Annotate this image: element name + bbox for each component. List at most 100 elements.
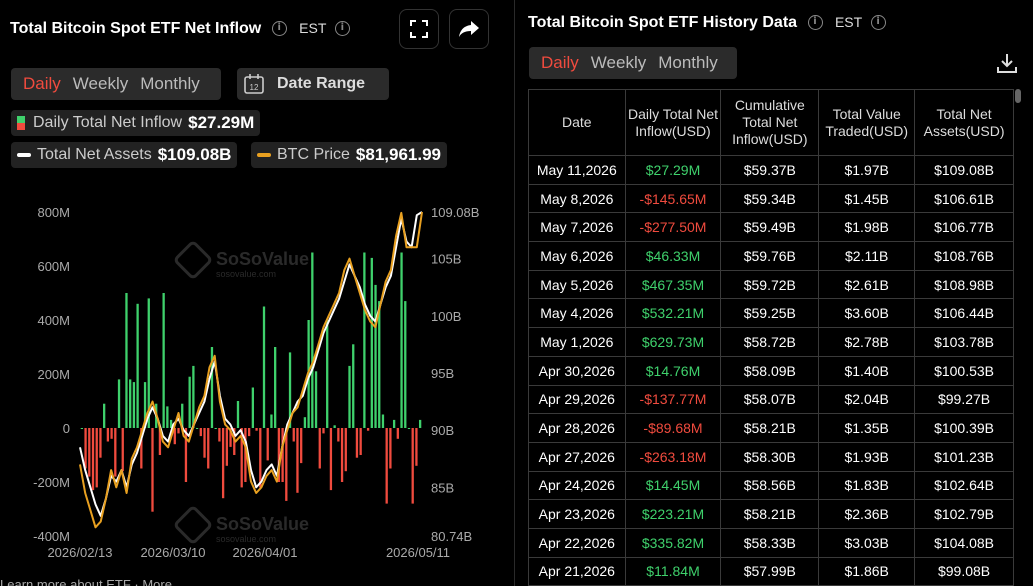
- inflow-bar: [322, 428, 325, 434]
- table-row[interactable]: Apr 22,2026 $335.82M $58.33B $3.03B $104.08B: [528, 527, 1014, 558]
- cell-assets: $106.77B: [914, 212, 1014, 243]
- inflow-bar: [218, 428, 221, 442]
- info-icon[interactable]: i: [807, 15, 823, 31]
- inflow-bar: [359, 428, 362, 455]
- download-button[interactable]: [996, 52, 1018, 79]
- info-icon[interactable]: i: [271, 21, 287, 37]
- inflow-bar: [177, 428, 180, 434]
- calendar-icon: 12: [244, 74, 264, 94]
- table-row[interactable]: May 11,2026 $27.29M $59.37B $1.97B $109.08B: [528, 155, 1014, 185]
- info-icon[interactable]: i: [334, 21, 350, 37]
- legend-inflow-label: Daily Total Net Inflow: [33, 114, 183, 131]
- tab-daily[interactable]: Daily: [23, 74, 61, 93]
- inflow-chart[interactable]: SoSoValuesosovalue.comSoSoValuesosovalue…: [0, 195, 500, 567]
- y2-tick-label: 105B: [431, 252, 461, 267]
- inflow-bar: [169, 419, 173, 428]
- inflow-bar: [277, 428, 281, 482]
- col-header[interactable]: Total Value Traded(USD): [818, 89, 916, 156]
- tab-weekly[interactable]: Weekly: [590, 53, 647, 72]
- inflow-bar: [84, 428, 87, 469]
- tab-weekly[interactable]: Weekly: [72, 74, 129, 93]
- table-row[interactable]: May 1,2026 $629.73M $58.72B $2.78B $103.78B: [528, 327, 1014, 357]
- fullscreen-icon: [410, 20, 428, 38]
- table-row[interactable]: May 4,2026 $532.21M $59.25B $3.60B $106.44B: [528, 298, 1014, 329]
- x-tick-label: 2026/03/10: [140, 545, 205, 560]
- cell-date: Apr 23,2026: [528, 499, 626, 529]
- watermark-logo-icon: [174, 506, 212, 544]
- y2-tick-label: 80.74B: [431, 529, 472, 544]
- table-row[interactable]: Apr 30,2026 $14.76M $58.09B $1.40B $100.53B: [528, 355, 1014, 386]
- inflow-bar: [292, 428, 295, 442]
- date-range-button[interactable]: 12 Date Range: [237, 68, 389, 100]
- footer-link[interactable]: Learn more about ETF · More: [0, 577, 172, 586]
- inflow-bar: [110, 428, 113, 439]
- share-button[interactable]: [449, 9, 489, 49]
- inflow-bar: [296, 428, 299, 493]
- inflow-bar: [210, 347, 214, 428]
- inflow-bar: [136, 303, 139, 428]
- col-header[interactable]: Date: [528, 89, 626, 156]
- cell-date: Apr 27,2026: [528, 441, 626, 472]
- table-row[interactable]: Apr 27,2026 -$263.18M $58.30B $1.93B $101.23…: [528, 441, 1014, 472]
- inflow-bar: [114, 428, 117, 477]
- cell-inflow: -$145.65M: [624, 183, 722, 214]
- table-header-row: Date Daily Total Net Inflow(USD) Cumulat…: [528, 89, 1014, 156]
- left-title-row: Total Bitcoin Spot ETF Net Inflow i EST …: [10, 20, 350, 38]
- inflow-bar: [121, 428, 124, 472]
- table-row[interactable]: May 5,2026 $467.35M $59.72B $2.61B $108.98B: [528, 269, 1014, 300]
- inflow-bar: [184, 428, 188, 482]
- x-tick-label: 2026/02/13: [47, 545, 112, 560]
- tab-monthly[interactable]: Monthly: [140, 74, 200, 93]
- cell-inflow: -$137.77M: [624, 384, 722, 415]
- y-tick-label: 800M: [37, 205, 70, 220]
- fullscreen-button[interactable]: [399, 9, 439, 49]
- x-tick-label: 2026/04/01: [232, 545, 297, 560]
- cell-assets: $101.23B: [914, 441, 1014, 472]
- inflow-bar: [318, 428, 321, 469]
- col-header[interactable]: Daily Total Net Inflow(USD): [624, 89, 722, 156]
- inflow-bar: [158, 428, 162, 455]
- cell-traded: $1.98B: [818, 212, 916, 243]
- inflow-bar: [192, 365, 195, 428]
- y-tick-label: 400M: [37, 313, 70, 328]
- table-row[interactable]: May 6,2026 $46.33M $59.76B $2.11B $108.76B: [528, 241, 1014, 271]
- inflow-bar: [378, 301, 381, 428]
- table-row[interactable]: Apr 24,2026 $14.45M $58.56B $1.83B $102.64B: [528, 470, 1014, 501]
- table-row[interactable]: Apr 29,2026 -$137.77M $58.07B $2.04B $99.27B: [528, 384, 1014, 415]
- col-header[interactable]: Total Net Assets(USD): [914, 89, 1014, 156]
- cell-traded: $2.11B: [818, 241, 916, 271]
- cell-traded: $2.78B: [818, 327, 916, 357]
- table-row[interactable]: Apr 23,2026 $223.21M $58.21B $2.36B $102.79B: [528, 499, 1014, 529]
- y-tick-label: 600M: [37, 259, 70, 274]
- y2-tick-label: 109.08B: [431, 205, 479, 220]
- cell-assets: $108.76B: [914, 241, 1014, 271]
- cell-traded: $2.04B: [818, 384, 916, 415]
- inflow-bar: [300, 428, 303, 464]
- cell-cumulative: $59.37B: [720, 155, 820, 185]
- inflow-bar: [99, 428, 102, 458]
- tab-daily[interactable]: Daily: [541, 53, 579, 72]
- cell-inflow: $14.45M: [624, 470, 722, 501]
- tab-monthly[interactable]: Monthly: [658, 53, 718, 72]
- table-row[interactable]: May 7,2026 -$277.50M $59.49B $1.98B $106.77B: [528, 212, 1014, 243]
- btc-legend-icon: [257, 153, 271, 157]
- cell-traded: $3.03B: [818, 527, 916, 558]
- cell-assets: $108.98B: [914, 269, 1014, 300]
- inflow-bar: [125, 293, 128, 428]
- table-row[interactable]: Apr 21,2026 $11.84M $57.99B $1.86B $99.08B: [528, 556, 1014, 586]
- table-row[interactable]: May 8,2026 -$145.65M $59.34B $1.45B $106.61B: [528, 183, 1014, 214]
- table-row[interactable]: Apr 28,2026 -$89.68M $58.21B $1.35B $100.39B: [528, 413, 1014, 443]
- cell-date: May 6,2026: [528, 241, 626, 271]
- y2-tick-label: 95B: [431, 366, 454, 381]
- table-scrollbar[interactable]: [1015, 89, 1021, 103]
- inflow-bar: [411, 428, 414, 504]
- info-icon[interactable]: i: [870, 15, 886, 31]
- cell-cumulative: $59.72B: [720, 269, 820, 300]
- inflow-bar: [188, 376, 191, 428]
- right-timezone: EST: [834, 14, 863, 30]
- legend-assets: Total Net Assets $109.08B: [11, 142, 238, 168]
- legend-inflow-value: $27.29M: [188, 113, 255, 132]
- inflow-bar: [207, 428, 210, 469]
- inflow-bar: [415, 428, 418, 466]
- col-header[interactable]: Cumulative Total Net Inflow(USD): [720, 89, 820, 156]
